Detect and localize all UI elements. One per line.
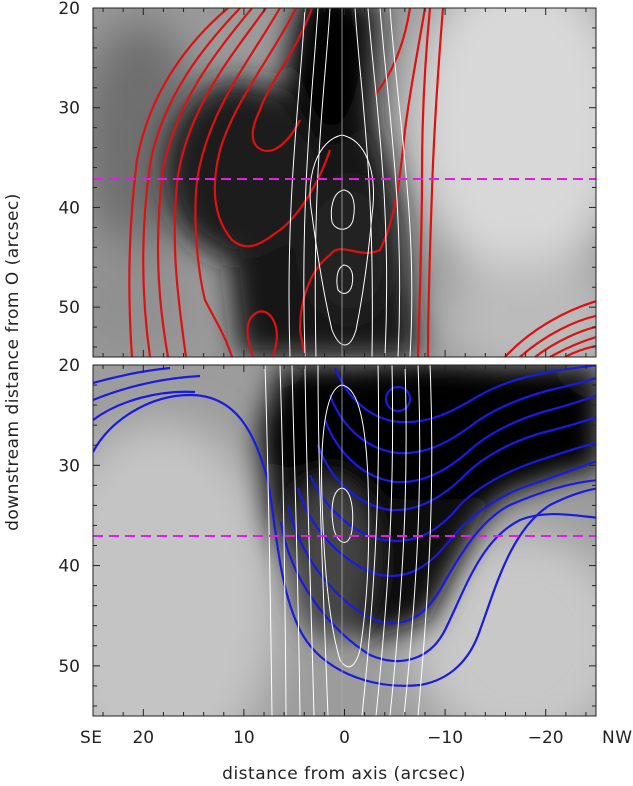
x-tick-labels: 20 10 0 −10 −20 bbox=[132, 728, 563, 748]
y-tick-label: 20 bbox=[58, 356, 80, 376]
red-contour bbox=[213, 8, 332, 248]
red-contour bbox=[142, 8, 241, 357]
y-tick-label: 50 bbox=[58, 657, 80, 677]
white-contour bbox=[317, 365, 329, 716]
red-contour bbox=[374, 8, 412, 96]
x-axis-label: distance from axis (arcsec) bbox=[222, 764, 466, 784]
white-contour bbox=[303, 8, 319, 357]
red-contour bbox=[173, 8, 267, 357]
red-contour bbox=[251, 8, 314, 153]
blue-contour bbox=[279, 513, 596, 663]
lower-grayscale-image bbox=[93, 365, 596, 716]
x-tick-label: 20 bbox=[132, 728, 154, 748]
lower-white-contours bbox=[264, 365, 433, 716]
red-contour bbox=[298, 8, 427, 357]
x-tick-label: −20 bbox=[528, 728, 564, 748]
x-tick-label: −10 bbox=[427, 728, 463, 748]
lower-panel: 20 30 40 50 20 10 0 −10 −20 bbox=[58, 356, 597, 748]
y-tick-label: 20 bbox=[58, 0, 80, 19]
blue-contour bbox=[308, 441, 596, 543]
red-contour bbox=[504, 300, 596, 357]
upper-red-contours bbox=[128, 8, 596, 357]
white-contour bbox=[330, 189, 355, 230]
white-contour bbox=[389, 8, 413, 357]
red-contour bbox=[156, 8, 253, 357]
white-contour bbox=[375, 365, 394, 716]
white-contour bbox=[417, 365, 433, 716]
blue-contour bbox=[323, 394, 596, 484]
white-contour bbox=[336, 264, 354, 294]
white-contour bbox=[331, 487, 354, 543]
blue-contour bbox=[93, 374, 201, 402]
upper-grayscale-image bbox=[93, 8, 596, 357]
blue-contour bbox=[333, 365, 596, 424]
y-tick-label: 50 bbox=[58, 298, 80, 318]
direction-label-se: SE bbox=[80, 728, 103, 748]
blue-contour bbox=[328, 377, 596, 455]
white-contour bbox=[309, 134, 374, 346]
blue-contour bbox=[286, 479, 596, 625]
upper-panel: 20 30 40 50 bbox=[58, 0, 597, 358]
lower-y-tick-labels: 20 30 40 50 bbox=[58, 356, 80, 677]
white-contour bbox=[264, 365, 273, 716]
blue-contour bbox=[93, 390, 196, 421]
red-contour bbox=[549, 336, 596, 357]
blue-contour bbox=[384, 385, 412, 413]
white-contour bbox=[389, 365, 407, 716]
x-tick-label: 10 bbox=[233, 728, 255, 748]
blue-contour bbox=[93, 366, 171, 385]
white-contour bbox=[314, 8, 331, 357]
blue-contour bbox=[93, 393, 596, 687]
red-contour bbox=[416, 8, 432, 357]
white-contour bbox=[361, 365, 380, 716]
white-contour bbox=[354, 8, 373, 357]
y-tick-label: 30 bbox=[58, 456, 80, 476]
lower-blue-contours bbox=[93, 365, 596, 687]
direction-label-nw: NW bbox=[602, 728, 633, 748]
blue-contour bbox=[296, 460, 596, 578]
white-contour bbox=[403, 365, 421, 716]
white-contour bbox=[379, 8, 401, 357]
white-contour bbox=[288, 8, 306, 357]
red-contour bbox=[564, 344, 596, 357]
red-contour bbox=[426, 8, 445, 357]
upper-white-contours bbox=[288, 8, 413, 357]
red-contour bbox=[194, 8, 281, 357]
y-axis-label: downstream distance from O (arcsec) bbox=[3, 193, 23, 531]
upper-y-tick-labels: 20 30 40 50 bbox=[58, 0, 80, 318]
x-tick-label: 0 bbox=[339, 728, 350, 748]
red-contour bbox=[128, 8, 229, 357]
blue-contour bbox=[316, 416, 596, 512]
white-contour bbox=[291, 365, 301, 716]
y-tick-label: 30 bbox=[58, 99, 80, 119]
y-tick-label: 40 bbox=[58, 198, 80, 218]
red-contour bbox=[519, 314, 596, 357]
white-contour bbox=[321, 384, 370, 668]
white-contour bbox=[279, 365, 287, 716]
white-contour bbox=[304, 365, 315, 716]
lower-ticks bbox=[93, 364, 596, 716]
white-contour bbox=[367, 8, 388, 357]
y-tick-label: 40 bbox=[58, 557, 80, 577]
upper-ticks bbox=[93, 7, 596, 357]
red-contour bbox=[246, 310, 278, 357]
